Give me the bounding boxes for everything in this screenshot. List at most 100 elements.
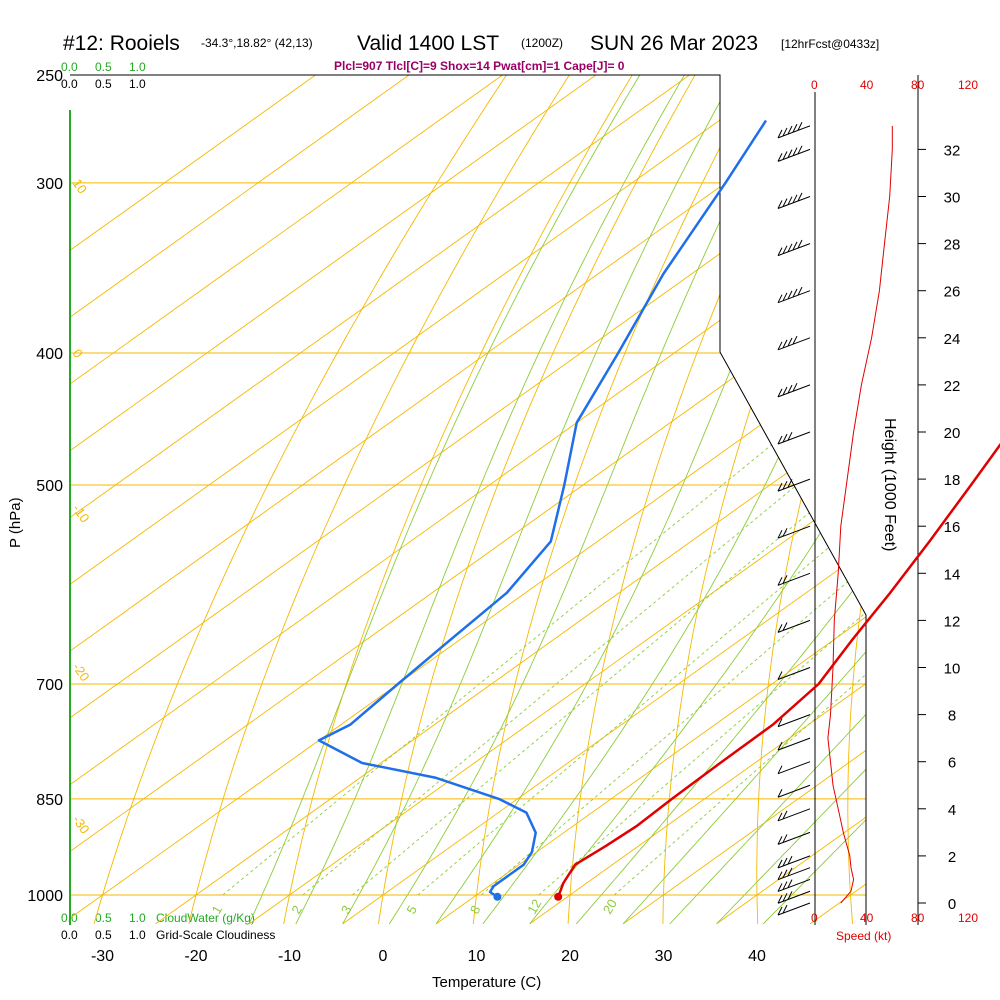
dry-adiabat-line — [662, 75, 866, 924]
temperature-tick-label: -30 — [91, 948, 114, 965]
dry-adiabat-line — [93, 75, 523, 925]
moist-adiabat-line — [622, 75, 866, 925]
surface-temperature-dot — [554, 892, 563, 901]
mixing-ratio-label: 2 — [288, 903, 305, 917]
speed-top-tick-0: 0 — [811, 78, 818, 92]
moist-adiabat-line — [342, 75, 749, 925]
speed-top-tick-1: 40 — [860, 78, 874, 92]
speed-top-tick-2: 80 — [911, 78, 925, 92]
moist-adiabat-line — [435, 75, 866, 925]
wind-barb — [777, 478, 811, 492]
wind-barb — [777, 431, 811, 445]
pressure-tick-label: 250 — [36, 68, 63, 85]
height-axis-title: Height (1000 Feet) — [881, 418, 898, 551]
temperature-tick-label: 0 — [379, 948, 388, 965]
temperature-tick-label: 20 — [561, 948, 579, 965]
plot-frame — [69, 74, 919, 925]
height-tick-label: 20 — [944, 425, 961, 442]
isotherm-label: 10 — [70, 176, 91, 196]
height-tick-label: 26 — [944, 284, 961, 301]
cloud-bottom-black-0: 0.0 — [61, 928, 78, 942]
surface-dewpoint-dot — [493, 892, 502, 901]
cloud-top-black-0: 0.0 — [61, 77, 78, 91]
cloud-bottom-black-1: 0.5 — [95, 928, 112, 942]
mixing-ratio-label: 5 — [403, 903, 420, 917]
height-tick-label: 22 — [944, 378, 961, 395]
wind-barb — [777, 784, 811, 798]
mixing-ratio-line — [302, 352, 866, 896]
isotherm-line — [70, 75, 866, 925]
wind-barb — [777, 192, 811, 209]
dry-adiabat-line — [283, 75, 648, 924]
speed-bottom-tick-0: 0 — [811, 911, 818, 925]
isotherm-line — [70, 75, 866, 925]
moist-adiabat-line — [248, 75, 655, 925]
isotherm-label: -30 — [70, 813, 93, 837]
wind-barb — [777, 667, 811, 680]
cloud-top-green-2: 1.0 — [129, 60, 146, 74]
isotherm-line — [70, 75, 866, 925]
mixing-ratio-line — [538, 352, 866, 896]
wind-barb — [777, 831, 811, 845]
height-tick-label: 16 — [944, 519, 961, 536]
wind-barb — [777, 855, 811, 869]
height-tick-label: 18 — [944, 472, 961, 489]
wind-barb — [777, 145, 811, 162]
moist-adiabat-line — [762, 75, 866, 925]
mixing-ratio-line — [417, 352, 866, 896]
cloud-top-green-0: 0.0 — [61, 60, 78, 74]
wind-barb — [777, 714, 811, 728]
isotherm-line — [529, 75, 866, 925]
isotherm-line — [622, 75, 866, 925]
pressure-tick-label: 700 — [36, 677, 63, 694]
pressure-tick-label: 300 — [36, 176, 63, 193]
isotherm-line — [70, 75, 350, 925]
cloud-bottom-green-2: 1.0 — [129, 911, 146, 925]
wind-barb — [777, 761, 811, 775]
wind-barb — [777, 737, 811, 751]
wind-barb — [777, 335, 811, 351]
isotherm-line — [70, 75, 866, 925]
wind-barb — [777, 122, 811, 139]
pressure-tick-label: 400 — [36, 346, 63, 363]
height-tick-label: 30 — [944, 190, 961, 207]
isotherm-line — [70, 75, 444, 925]
cloud-bottom-green-1: 0.5 — [95, 911, 112, 925]
wind-barb — [777, 619, 811, 633]
speed-bottom-tick-3: 120 — [958, 911, 978, 925]
dry-adiabat-line — [188, 75, 585, 925]
isotherm-line — [155, 75, 866, 925]
height-tick-label: 4 — [948, 802, 956, 819]
height-tick-label: 10 — [944, 661, 961, 678]
temperature-tick-label: 30 — [655, 948, 673, 965]
mixing-ratio-label: 12 — [524, 896, 544, 916]
y-axis-title: P (hPa) — [7, 497, 24, 548]
pressure-tick-label: 850 — [36, 792, 63, 809]
isotherm-label: 0 — [70, 346, 86, 361]
wind-barb — [777, 572, 811, 586]
title-valid: Valid 1400 LST — [357, 32, 499, 55]
wind-barb — [777, 902, 811, 916]
temperature-tick-label: -20 — [184, 948, 207, 965]
isotherm-line — [70, 75, 866, 925]
cloud-scale-bottom: 0.0 0.5 1.0 CloudWater (g/Kg) 0.0 0.5 1.… — [61, 911, 275, 942]
wind-panel — [777, 122, 893, 916]
isotherm-line — [435, 75, 866, 925]
speed-axis-label: Speed (kt) — [836, 929, 891, 943]
cloud-top-black-2: 1.0 — [129, 77, 146, 91]
speed-top-tick-3: 120 — [958, 78, 978, 92]
title-forecast: [12hrFcst@0433z] — [781, 37, 879, 51]
wind-barb — [777, 525, 811, 539]
mixing-ratio-line — [352, 352, 866, 896]
moist-adiabat-line — [669, 75, 866, 925]
moist-adiabat-line — [529, 75, 866, 925]
frame-border — [70, 74, 867, 925]
parcel-info: Plcl=907 Tlcl[C]=9 Shox=14 Pwat[cm]=1 Ca… — [334, 59, 625, 73]
speed-bottom-tick-1: 40 — [860, 911, 874, 925]
isotherm-line — [70, 75, 537, 925]
cloud-top-green-1: 0.5 — [95, 60, 112, 74]
cloud-top-black-1: 0.5 — [95, 77, 112, 91]
mixing-ratio-label: 3 — [338, 903, 355, 917]
temperature-tick-label: 40 — [748, 948, 766, 965]
